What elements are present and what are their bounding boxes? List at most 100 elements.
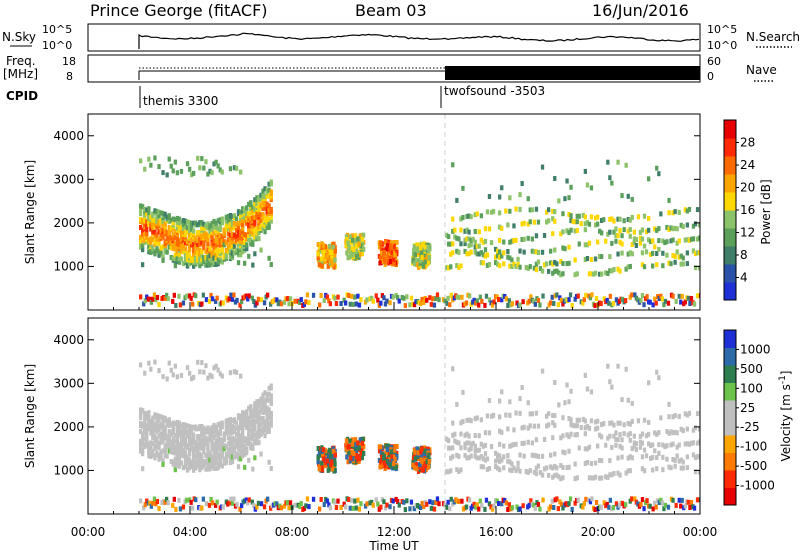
power-cell <box>622 227 626 233</box>
velocity-cell <box>494 464 498 470</box>
velocity-cell <box>422 504 426 509</box>
velocity-cell <box>165 418 169 424</box>
power-cell <box>230 250 235 256</box>
velocity-cell <box>651 454 655 460</box>
velocity-cell <box>389 449 394 455</box>
velocity-cell <box>177 420 182 426</box>
velocity-cell <box>463 452 467 458</box>
power-cell <box>206 254 210 260</box>
velocity-cell <box>561 449 565 455</box>
velocity-cell <box>194 424 198 430</box>
power-cell <box>356 293 360 299</box>
velocity-cell <box>653 500 657 506</box>
velocity-cell <box>567 501 571 507</box>
power-cell <box>198 263 202 269</box>
velocity-cell <box>210 430 214 436</box>
velocity-cell <box>169 367 173 373</box>
power-cell <box>549 248 553 254</box>
velocity-cell <box>141 435 145 441</box>
power-cell <box>253 251 257 257</box>
power-cell <box>263 201 267 207</box>
power-cell <box>238 302 242 308</box>
power-cell <box>143 166 147 172</box>
power-cell <box>520 237 524 242</box>
power-cell <box>206 246 210 252</box>
velocity-cell <box>673 429 677 435</box>
velocity-cell <box>616 437 620 443</box>
velocity-cell <box>198 451 202 457</box>
power-cell <box>699 293 700 298</box>
power-cell <box>492 299 496 305</box>
power-cell <box>665 252 669 258</box>
velocity-cell <box>614 436 618 442</box>
velocity-cell <box>299 501 303 507</box>
velocity-cell <box>234 437 239 443</box>
power-cell <box>423 259 427 265</box>
power-cell <box>354 238 358 244</box>
power-cell <box>385 239 390 245</box>
velocity-cell <box>206 425 210 431</box>
velocity-cell <box>429 505 433 511</box>
velocity-cell <box>569 388 573 394</box>
velocity-cell <box>487 430 492 436</box>
power-cell <box>496 253 500 259</box>
power-cell <box>259 297 264 303</box>
power-cell <box>226 213 230 219</box>
power-cell <box>551 261 555 267</box>
power-cell <box>285 296 290 301</box>
power-cell <box>169 241 173 247</box>
power-cell <box>354 249 358 254</box>
power-cell <box>255 300 259 306</box>
velocity-cell <box>445 469 449 475</box>
power-cell <box>639 298 643 303</box>
power-cell <box>172 292 176 298</box>
power-cell <box>468 293 472 299</box>
power-cell <box>177 293 181 299</box>
velocity-cell <box>557 402 561 408</box>
power-cell <box>553 209 557 215</box>
power-cell <box>206 233 210 239</box>
power-colorbar-swatch-4 <box>724 210 736 229</box>
velocity-cell <box>423 457 427 463</box>
power-cell <box>204 159 208 165</box>
velocity-cell <box>360 440 365 446</box>
power-cell <box>251 224 255 230</box>
velocity-cell <box>473 448 477 454</box>
power-cell <box>327 251 331 257</box>
velocity-cell <box>345 440 349 446</box>
power-cell <box>159 251 163 257</box>
velocity-cell <box>218 446 222 452</box>
power-cell <box>569 213 573 219</box>
velocity-cell <box>236 464 241 470</box>
power-cell <box>249 223 253 229</box>
power-cell <box>593 222 598 228</box>
velocity-cell <box>265 397 269 403</box>
velocity-cell <box>386 447 390 453</box>
velocity-cell <box>305 496 310 502</box>
power-cell <box>153 218 157 224</box>
velocity-colorbar-tick-label-0: -1000 <box>740 479 775 493</box>
velocity-cell <box>241 433 245 439</box>
velocity-cell <box>224 456 228 461</box>
velocity-cell <box>249 427 253 433</box>
velocity-cell <box>171 440 175 446</box>
power-cell <box>478 294 482 300</box>
velocity-cell <box>139 415 143 421</box>
power-cell <box>226 249 230 255</box>
velocity-cell <box>451 454 455 460</box>
power-cell <box>480 298 484 304</box>
power-cell <box>416 264 421 270</box>
power-cell <box>145 223 149 229</box>
power-cell <box>630 214 634 220</box>
power-cell <box>192 263 196 269</box>
power-cell <box>267 203 271 209</box>
velocity-cell <box>624 366 628 372</box>
velocity-cell <box>232 447 237 453</box>
power-cell <box>449 241 453 247</box>
velocity-cell <box>552 505 556 510</box>
power-cell <box>508 195 512 201</box>
power-cell <box>261 194 265 200</box>
power-cell <box>177 216 182 222</box>
power-cell <box>173 263 177 269</box>
velocity-cell <box>157 506 161 512</box>
